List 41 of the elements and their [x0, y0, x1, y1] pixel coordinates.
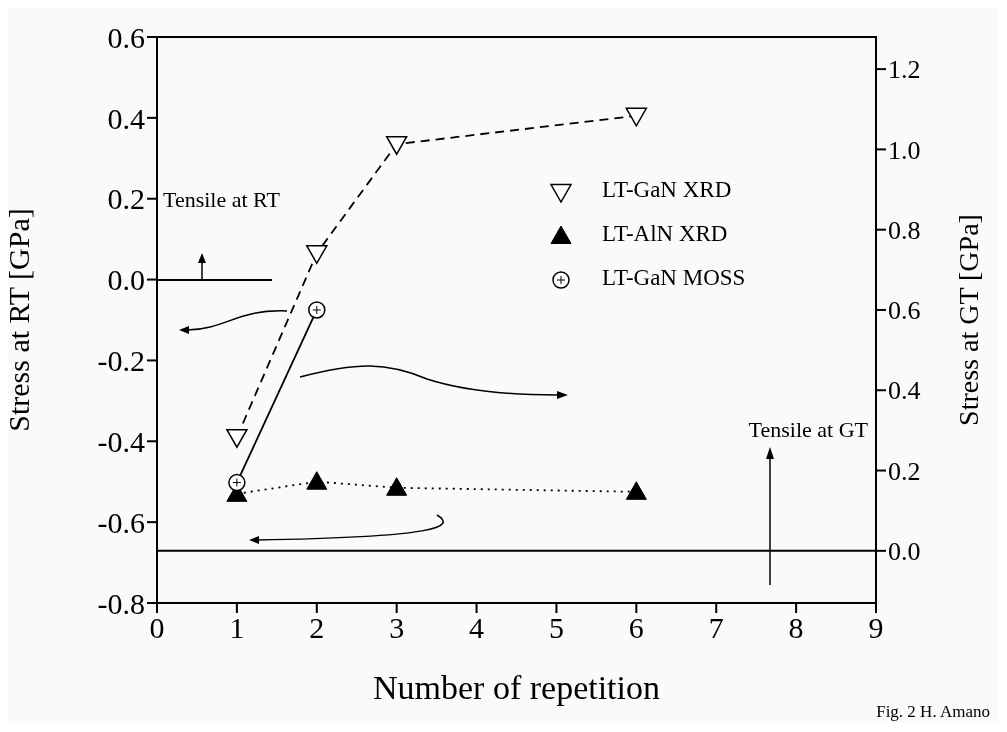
- x-tick-label: 4: [469, 611, 485, 645]
- x-tick-label: 3: [389, 611, 405, 645]
- point: [306, 245, 328, 265]
- y2-axis-title: Stress at GT [GPa]: [952, 214, 984, 426]
- legend-label: LT-AlN XRD: [602, 221, 728, 246]
- annotation: Tensile at RT: [163, 187, 281, 212]
- x-tick-label: 1: [229, 611, 245, 645]
- y2-tick-label: 1.0: [888, 135, 921, 165]
- x-tick-label: 7: [708, 611, 724, 645]
- x-tick-label: 5: [548, 611, 564, 645]
- caption: Fig. 2 H. Amano: [876, 702, 990, 721]
- x-tick-label: 9: [868, 611, 884, 645]
- y-axis-title: Stress at RT [GPa]: [1, 208, 35, 432]
- y-tick-label: 0.2: [107, 182, 145, 216]
- x-tick-label: 6: [628, 611, 644, 645]
- y-tick-label: -0.8: [97, 586, 145, 620]
- x-tick-label: 0: [149, 611, 165, 645]
- y-tick-label: 0.6: [107, 20, 145, 54]
- point: [226, 428, 248, 448]
- point: [625, 481, 647, 500]
- legend-label: LT-GaN XRD: [602, 177, 732, 202]
- y-tick-label: 0.4: [107, 101, 145, 135]
- y2-tick-label: 0.4: [888, 376, 921, 406]
- x-tick-label: 2: [309, 611, 325, 645]
- point: [625, 107, 648, 127]
- point: [306, 471, 328, 490]
- y-tick-label: -0.6: [97, 505, 145, 539]
- y2-tick-label: 0.8: [888, 215, 921, 245]
- point: [386, 477, 408, 496]
- y-tick-label: 0.0: [107, 263, 145, 297]
- y2-tick-label: 0.0: [888, 537, 921, 567]
- y2-tick-label: 0.2: [888, 456, 921, 486]
- annotation: Tensile at GT: [748, 417, 869, 442]
- x-axis-title: Number of repetition: [372, 669, 661, 706]
- y-tick-label: -0.2: [97, 344, 145, 378]
- y2-tick-label: 0.6: [888, 296, 921, 326]
- y2-tick-label: 1.2: [888, 55, 921, 85]
- point: [385, 135, 408, 155]
- legend-label: LT-GaN MOSS: [602, 265, 746, 290]
- x-tick-label: 8: [788, 611, 804, 645]
- y-tick-label: -0.4: [97, 424, 145, 458]
